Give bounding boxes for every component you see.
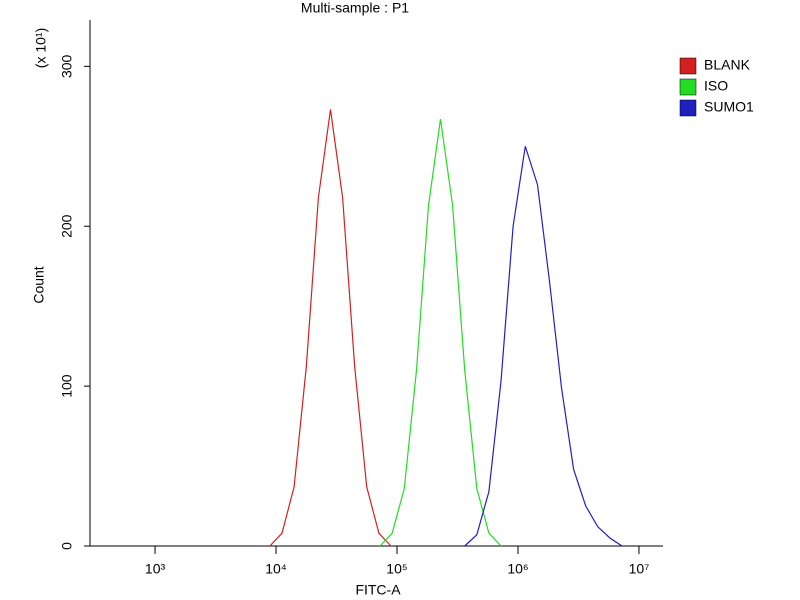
histogram-line	[464, 146, 623, 547]
x-tick-label: 10³	[145, 561, 166, 577]
histogram-line	[269, 109, 392, 547]
y-axis-label: Count	[31, 266, 47, 303]
y-tick-label: 300	[59, 54, 75, 78]
x-tick-label: 10⁵	[386, 561, 407, 577]
x-tick-label: 10⁷	[629, 561, 650, 577]
x-tick-label: 10⁴	[265, 561, 287, 577]
legend-label: ISO	[704, 78, 728, 94]
legend-swatch	[679, 99, 697, 117]
legend-swatch	[679, 57, 697, 75]
legend-label: BLANK	[704, 57, 751, 73]
axis-multiplier: (x 10¹)	[33, 28, 49, 68]
chart-title: Multi-sample : P1	[301, 0, 409, 16]
legend-label: SUMO1	[704, 99, 754, 115]
y-tick-label: 200	[59, 214, 75, 238]
y-tick-label: 0	[59, 542, 75, 550]
x-tick-label: 10⁶	[507, 561, 528, 577]
histogram-line	[379, 119, 502, 547]
y-tick-label: 100	[59, 374, 75, 398]
x-axis-label: FITC-A	[355, 582, 401, 598]
legend-swatch	[679, 78, 697, 96]
